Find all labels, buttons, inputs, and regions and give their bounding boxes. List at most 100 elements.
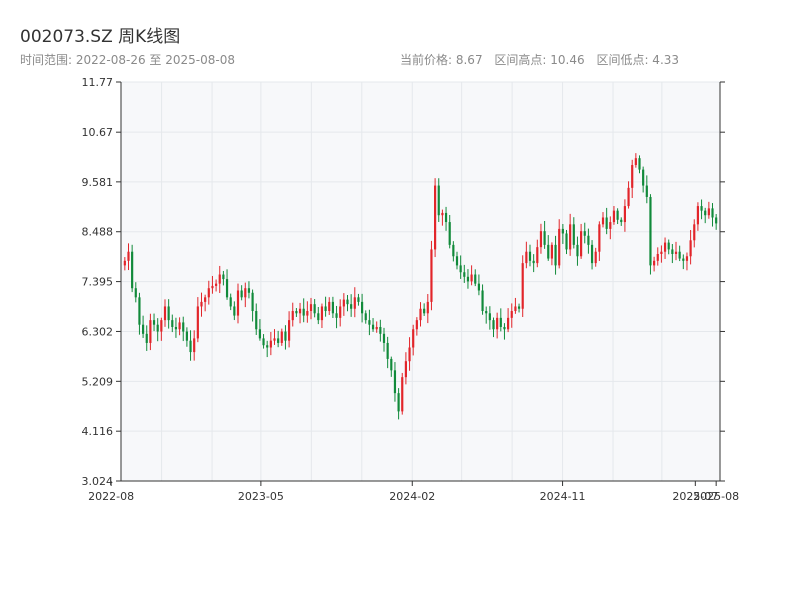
- candle-body: [477, 283, 480, 291]
- candle-body: [452, 244, 455, 257]
- current-price: 当前价格: 8.67: [400, 53, 483, 67]
- candle-body: [273, 338, 276, 341]
- candle-body: [357, 297, 360, 302]
- candle-body: [218, 274, 221, 284]
- candle-body: [704, 210, 707, 216]
- candle-body: [335, 313, 338, 318]
- candle-body: [580, 231, 583, 257]
- candle-body: [507, 317, 510, 330]
- candle-body: [419, 308, 422, 321]
- candle-body: [499, 317, 502, 327]
- y-tick-label: 4.116: [82, 425, 114, 438]
- candle-body: [379, 326, 382, 334]
- range-high: 区间高点: 10.46: [494, 53, 585, 67]
- y-tick-label: 7.395: [82, 276, 114, 289]
- candle-body: [408, 347, 411, 362]
- candle-body: [696, 206, 700, 225]
- candle-body: [496, 317, 499, 330]
- candle-body: [638, 158, 641, 170]
- candle-body: [131, 251, 134, 289]
- candle-body: [645, 185, 648, 197]
- candle-body: [474, 274, 477, 284]
- x-tick-label: 2025-07: [672, 490, 718, 503]
- candle-body: [141, 324, 145, 334]
- candle-body: [364, 313, 367, 321]
- candle-body: [631, 165, 634, 188]
- candle-body: [280, 331, 283, 343]
- candle-body: [236, 290, 240, 316]
- candle-body: [317, 313, 320, 321]
- candle-body: [707, 208, 710, 216]
- candle-body: [503, 326, 506, 330]
- candle-body: [663, 242, 667, 252]
- candle-body: [204, 297, 207, 302]
- candle-body: [634, 158, 637, 166]
- candle-body: [612, 210, 616, 223]
- candle-body: [247, 288, 251, 293]
- candle-body: [525, 251, 528, 264]
- candle-body: [222, 274, 225, 280]
- candle-body: [488, 313, 491, 321]
- candle-body: [459, 265, 462, 273]
- candle-body: [627, 187, 630, 207]
- candle-body: [262, 338, 265, 346]
- candle-body: [510, 311, 513, 318]
- candle-body: [309, 304, 313, 312]
- candle-body: [671, 249, 674, 254]
- candle-body: [240, 290, 243, 298]
- candle-body: [517, 306, 521, 309]
- candle-body: [700, 206, 703, 211]
- y-tick-label: 8.488: [82, 226, 114, 239]
- candle-body: [653, 260, 656, 266]
- candle-body: [331, 301, 334, 314]
- candle-body: [123, 260, 126, 266]
- candle-body: [258, 329, 261, 339]
- y-tick-label: 9.581: [82, 176, 114, 189]
- candle-body: [346, 299, 349, 305]
- axes: 3.024 4.116 5.209 6.302 7.395 8.488 9.581 10.67…: [82, 76, 740, 503]
- candle-body: [689, 240, 692, 257]
- candle-body: [620, 219, 623, 223]
- candle-body: [244, 288, 247, 298]
- date-range-label: 时间范围: 2022-08-26 至 2025-08-08: [20, 53, 235, 67]
- candle-body: [598, 224, 601, 252]
- x-tick-label: 2024-11: [540, 490, 586, 503]
- candle-body: [470, 274, 473, 282]
- candle-body: [536, 247, 539, 264]
- candle-body: [685, 256, 689, 261]
- candle-body: [539, 231, 543, 248]
- candle-body: [583, 231, 586, 236]
- candle-body: [185, 331, 188, 341]
- candle-body: [441, 212, 444, 216]
- candle-body: [390, 358, 393, 371]
- y-tick-label: 6.302: [82, 325, 114, 338]
- candle-body: [255, 311, 258, 330]
- candle-body: [547, 244, 550, 259]
- candle-body: [642, 169, 645, 186]
- candle-body: [674, 251, 678, 254]
- candle-body: [444, 212, 448, 223]
- candle-body: [207, 288, 210, 298]
- chart-title: 002073.SZ 周K线图: [20, 27, 181, 47]
- candle-body: [193, 338, 196, 353]
- candle-body: [481, 290, 484, 312]
- candle-body: [543, 231, 546, 245]
- candle-body: [160, 320, 163, 332]
- candle-body: [375, 326, 378, 330]
- candle-body: [229, 297, 232, 307]
- candle-body: [587, 235, 590, 245]
- candle-body: [554, 244, 557, 266]
- candle-body: [178, 322, 181, 330]
- candle-body: [382, 333, 386, 343]
- candle-body: [371, 324, 375, 330]
- candle-body: [350, 304, 353, 309]
- candle-body: [682, 258, 685, 261]
- x-tick-label: 2023-05: [238, 490, 284, 503]
- price-stats: 当前价格: 8.67 区间高点: 10.46 区间低点: 4.33: [400, 51, 687, 68]
- candle-body: [127, 251, 130, 261]
- candle-body: [298, 308, 302, 314]
- candle-body: [601, 217, 605, 225]
- candle-body: [196, 306, 199, 339]
- candle-body: [404, 361, 407, 378]
